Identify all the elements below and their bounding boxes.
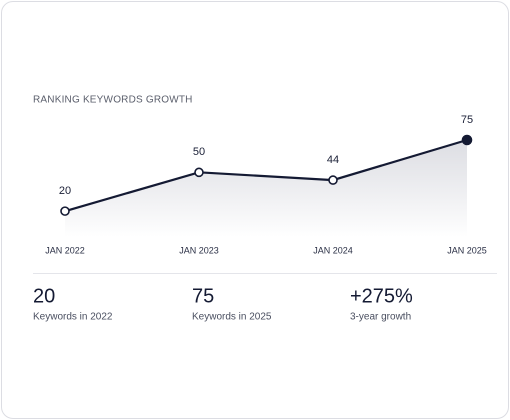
value-label: 75 — [461, 114, 473, 126]
value-label: 50 — [193, 146, 205, 158]
line — [64, 138, 468, 213]
value-label: 44 — [327, 154, 339, 166]
stat-value: 75 — [192, 285, 214, 307]
x-tick-label: JAN 2025 — [447, 245, 487, 255]
point — [461, 134, 473, 146]
stat-label: Keywords in 2022 — [33, 312, 113, 323]
x-tick-label: JAN 2023 — [179, 245, 219, 255]
stat-value: 20 — [33, 285, 55, 307]
point — [194, 167, 204, 178]
point — [60, 206, 70, 216]
stat-label: 3-year growth — [350, 312, 411, 323]
chart-title: RANKING KEYWORDS GROWTH — [33, 95, 193, 106]
area — [65, 140, 467, 237]
x-tick-label: JAN 2024 — [313, 245, 353, 255]
x-tick-label: JAN 2022 — [45, 245, 85, 255]
point — [328, 175, 338, 185]
value-label: 20 — [59, 185, 71, 197]
stat-label: Keywords in 2025 — [192, 312, 272, 323]
stat-value: +275% — [350, 285, 413, 307]
